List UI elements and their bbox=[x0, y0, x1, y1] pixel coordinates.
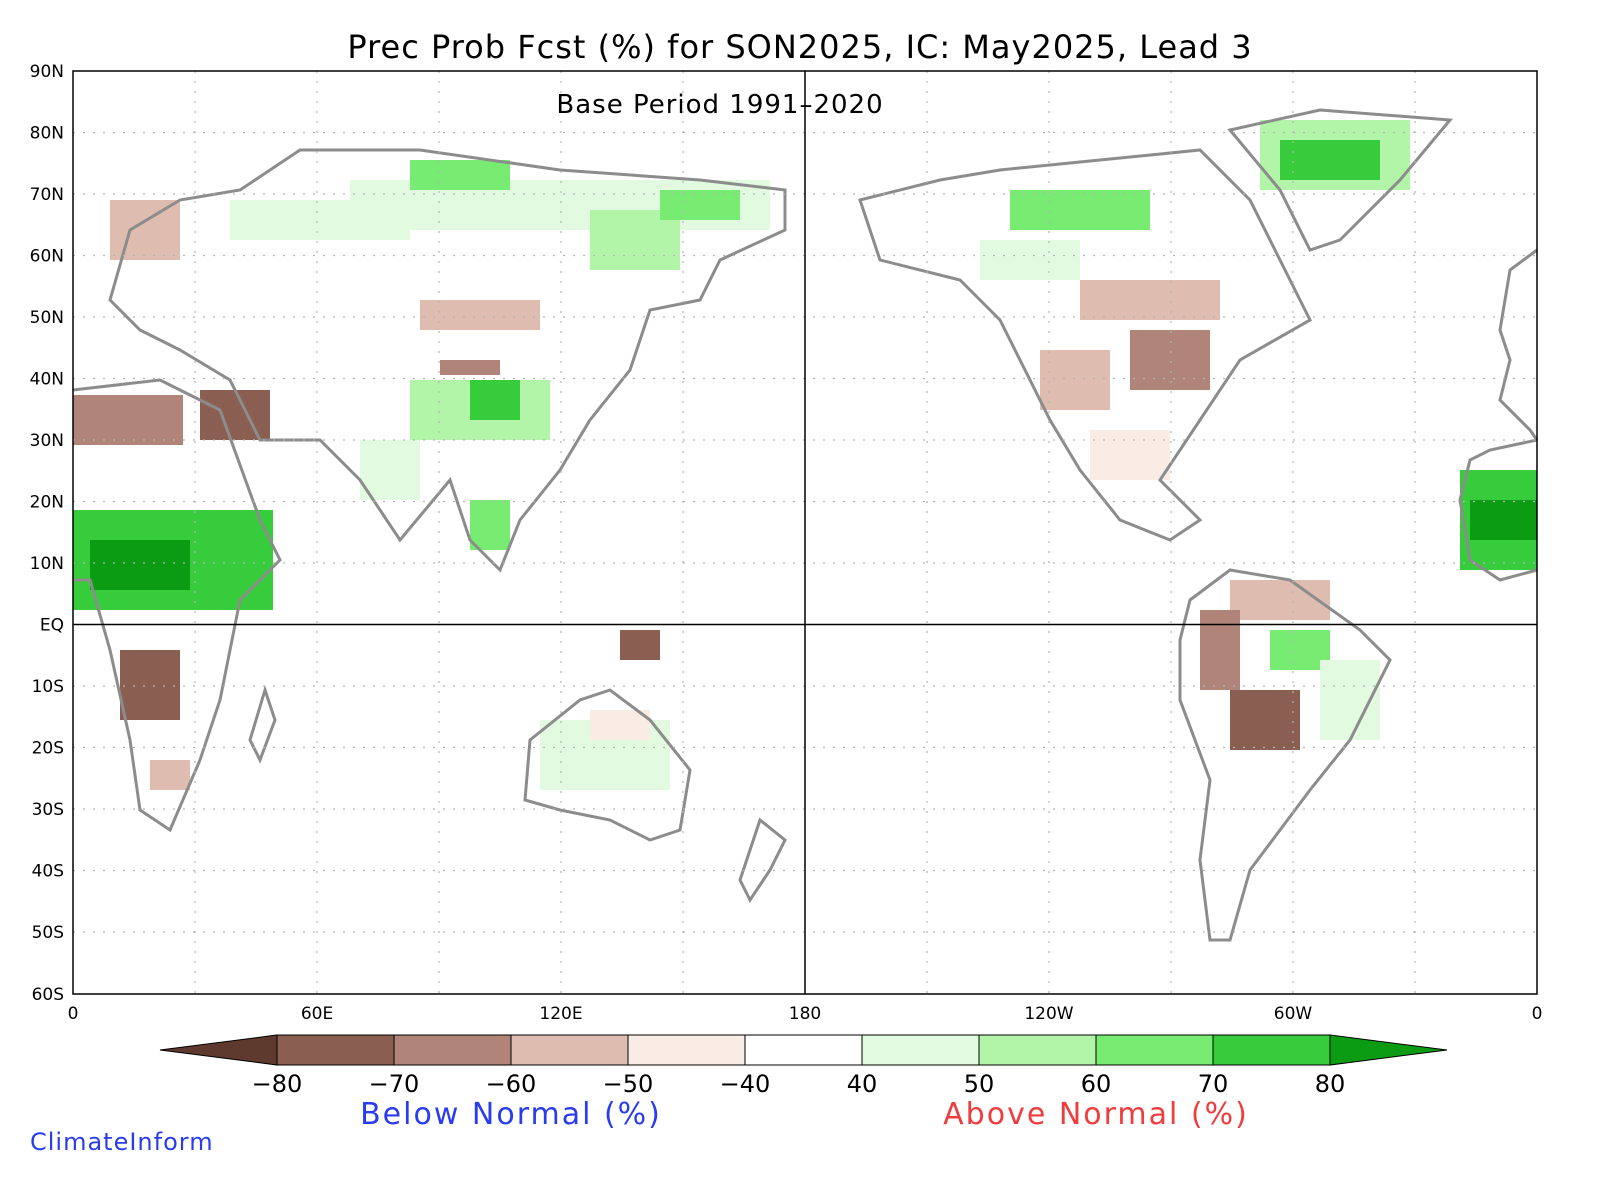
colorbar-tick-label: −80 bbox=[252, 1070, 303, 1098]
lat-label: 80N bbox=[30, 124, 64, 144]
colorbar-tick-label: 40 bbox=[847, 1070, 878, 1098]
colorbar-segment bbox=[1212, 1034, 1331, 1066]
colorbar-tick-label: −60 bbox=[486, 1070, 537, 1098]
above-normal-label: Above Normal (%) bbox=[943, 1097, 1249, 1132]
colorbar-tick-label: −50 bbox=[603, 1070, 654, 1098]
lon-label: 0 bbox=[68, 1004, 79, 1024]
lon-label: 180 bbox=[789, 1004, 821, 1024]
lat-label: EQ bbox=[40, 616, 64, 636]
lon-label: 0 bbox=[1532, 1004, 1543, 1024]
map-title: Prec Prob Fcst (%) for SON2025, IC: May2… bbox=[347, 28, 1252, 66]
brand-label: ClimateInform bbox=[30, 1128, 214, 1156]
lat-label: 70N bbox=[30, 185, 64, 205]
colorbar-segment bbox=[510, 1034, 629, 1066]
colorbar-segment bbox=[276, 1034, 395, 1066]
lat-label: 30S bbox=[32, 800, 64, 820]
colorbar-segment bbox=[627, 1034, 746, 1066]
map-frame bbox=[72, 70, 1538, 995]
colorbar-segment bbox=[978, 1034, 1097, 1066]
colorbar-tick-label: 70 bbox=[1198, 1070, 1229, 1098]
lat-label: 40S bbox=[32, 862, 64, 882]
lat-label: 30N bbox=[30, 431, 64, 451]
map-subtitle: Base Period 1991–2020 bbox=[556, 90, 883, 120]
lat-label: 50N bbox=[30, 308, 64, 328]
longitude-axis: 0 60E 120E 180 120W 60W 0 bbox=[68, 1004, 1543, 1024]
lon-label: 60W bbox=[1274, 1004, 1313, 1024]
colorbar-left-arrow bbox=[159, 1034, 278, 1066]
lat-label: 20S bbox=[32, 739, 64, 759]
colorbar: −80 −70 −60 −50 −40 40 50 60 70 80 Below… bbox=[159, 1034, 1448, 1132]
colorbar-segment bbox=[744, 1034, 863, 1066]
lat-label: 50S bbox=[32, 923, 64, 943]
lon-label: 60E bbox=[301, 1004, 333, 1024]
colorbar-right-arrow bbox=[1329, 1034, 1448, 1066]
latitude-axis: 90N 80N 70N 60N 50N 40N 30N 20N 10N EQ 1… bbox=[30, 62, 64, 1005]
lat-label: 90N bbox=[30, 62, 64, 82]
below-normal-label: Below Normal (%) bbox=[360, 1097, 662, 1132]
colorbar-segment bbox=[861, 1034, 980, 1066]
lat-label: 40N bbox=[30, 370, 64, 390]
lat-label: 60S bbox=[32, 985, 64, 1005]
colorbar-ticks: −80 −70 −60 −50 −40 40 50 60 70 80 bbox=[252, 1070, 1346, 1098]
colorbar-tick-label: −70 bbox=[369, 1070, 420, 1098]
lon-label: 120W bbox=[1024, 1004, 1073, 1024]
lat-label: 20N bbox=[30, 493, 64, 513]
colorbar-segment bbox=[1095, 1034, 1214, 1066]
map-panel: Base Period 1991–2020 bbox=[72, 70, 1539, 995]
colorbar-tick-label: 80 bbox=[1315, 1070, 1346, 1098]
lat-label: 10S bbox=[32, 677, 64, 697]
colorbar-tick-label: −40 bbox=[720, 1070, 771, 1098]
colorbar-tick-label: 60 bbox=[1081, 1070, 1112, 1098]
lat-label: 10N bbox=[30, 554, 64, 574]
lat-label: 60N bbox=[30, 247, 64, 267]
colorbar-segment bbox=[393, 1034, 512, 1066]
lon-label: 120E bbox=[539, 1004, 582, 1024]
coastlines bbox=[72, 108, 1539, 942]
colorbar-tick-label: 50 bbox=[964, 1070, 995, 1098]
